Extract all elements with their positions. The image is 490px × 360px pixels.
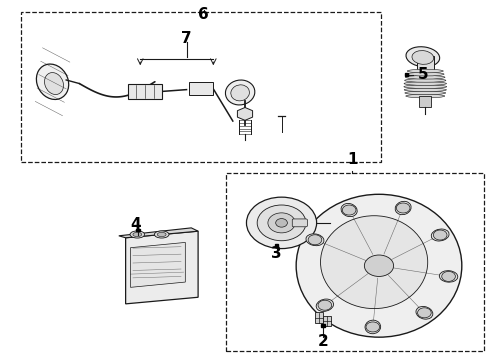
Ellipse shape — [431, 229, 449, 241]
Bar — [315, 312, 323, 323]
Text: 6: 6 — [198, 7, 209, 22]
Bar — [225, 173, 484, 351]
Circle shape — [308, 235, 322, 245]
Circle shape — [396, 203, 410, 213]
Polygon shape — [125, 231, 198, 304]
Ellipse shape — [395, 201, 411, 215]
Circle shape — [365, 255, 393, 276]
Ellipse shape — [407, 69, 443, 73]
Bar — [21, 12, 381, 162]
Ellipse shape — [157, 232, 166, 237]
Ellipse shape — [296, 194, 462, 337]
Text: 2: 2 — [318, 334, 328, 349]
Bar — [419, 96, 431, 107]
Bar — [275, 244, 278, 247]
Bar — [128, 84, 162, 99]
Text: 1: 1 — [347, 153, 357, 167]
Ellipse shape — [404, 85, 447, 89]
Ellipse shape — [406, 76, 445, 79]
Ellipse shape — [36, 64, 69, 99]
Ellipse shape — [406, 94, 445, 98]
Circle shape — [246, 197, 317, 249]
Ellipse shape — [154, 231, 169, 238]
Bar — [323, 316, 331, 327]
Ellipse shape — [416, 306, 433, 319]
Ellipse shape — [341, 203, 357, 217]
Circle shape — [433, 230, 447, 240]
Ellipse shape — [133, 232, 142, 237]
Circle shape — [276, 219, 288, 227]
Circle shape — [268, 213, 295, 233]
Ellipse shape — [365, 320, 381, 334]
Bar — [136, 229, 140, 231]
Ellipse shape — [404, 82, 446, 85]
Circle shape — [442, 271, 455, 282]
Ellipse shape — [404, 88, 446, 91]
Text: 4: 4 — [130, 217, 141, 232]
Ellipse shape — [45, 73, 64, 95]
Bar — [321, 324, 325, 327]
Ellipse shape — [316, 299, 334, 311]
Bar — [405, 73, 409, 76]
Circle shape — [343, 205, 356, 215]
Ellipse shape — [440, 271, 458, 282]
Ellipse shape — [407, 72, 444, 76]
Bar — [416, 56, 434, 70]
Polygon shape — [130, 242, 185, 287]
Ellipse shape — [231, 85, 249, 101]
Ellipse shape — [406, 47, 440, 67]
Circle shape — [257, 205, 306, 241]
Ellipse shape — [412, 51, 434, 64]
Text: 3: 3 — [271, 246, 282, 261]
Bar — [189, 82, 213, 95]
Ellipse shape — [320, 216, 428, 309]
Ellipse shape — [130, 231, 145, 238]
Ellipse shape — [405, 91, 446, 95]
FancyBboxPatch shape — [292, 219, 307, 227]
Circle shape — [318, 300, 332, 310]
Ellipse shape — [306, 234, 324, 246]
Text: 7: 7 — [181, 31, 192, 46]
Circle shape — [417, 308, 431, 318]
Circle shape — [366, 322, 380, 332]
Polygon shape — [119, 228, 198, 238]
Ellipse shape — [405, 78, 446, 82]
Polygon shape — [237, 108, 253, 120]
Ellipse shape — [225, 80, 255, 105]
Text: 5: 5 — [418, 67, 429, 82]
